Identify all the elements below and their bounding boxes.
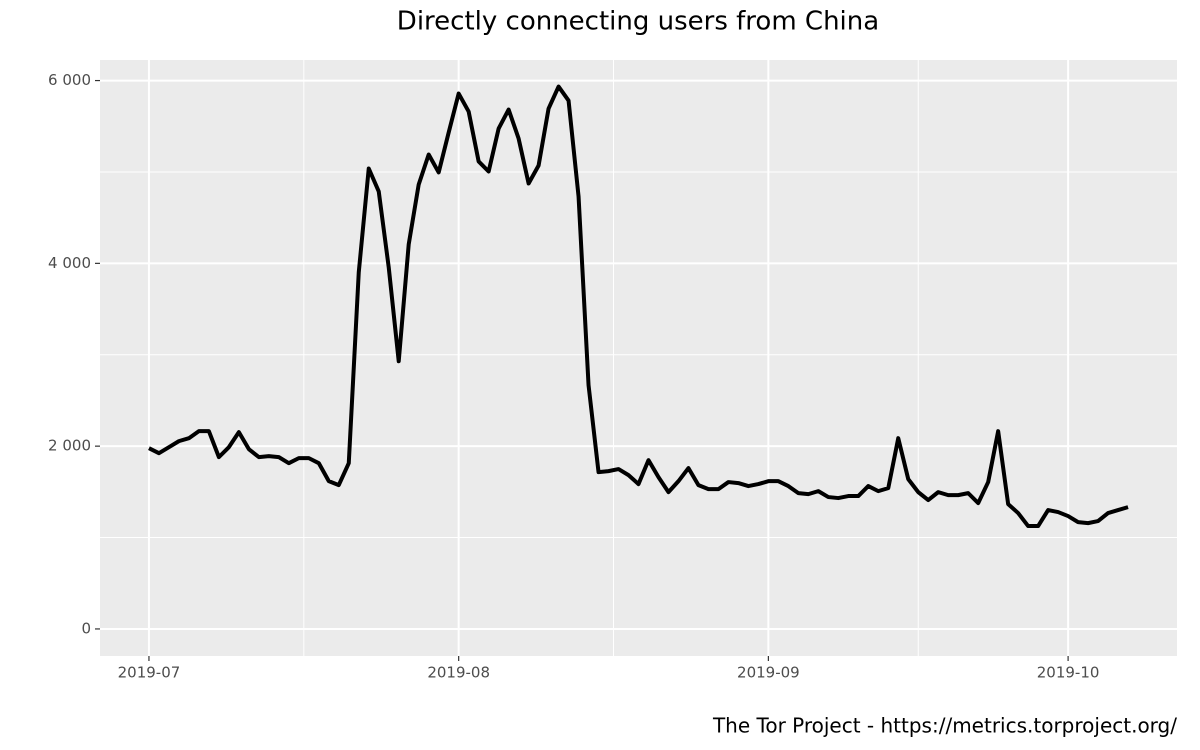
y-tick-label: 2 000	[48, 437, 91, 455]
x-tick-label: 2019-08	[427, 664, 490, 682]
x-tick-label: 2019-09	[737, 664, 800, 682]
y-tick-label: 6 000	[48, 71, 91, 89]
caption: The Tor Project - https://metrics.torpro…	[712, 714, 1177, 738]
x-tick-label: 2019-07	[118, 664, 181, 682]
x-tick-label: 2019-10	[1037, 664, 1100, 682]
y-tick-label: 0	[81, 619, 91, 637]
panel	[100, 60, 1177, 656]
chart-title: Directly connecting users from China	[397, 7, 879, 37]
line	[148, 84, 1129, 529]
y-tick-label: 4 000	[48, 254, 91, 272]
